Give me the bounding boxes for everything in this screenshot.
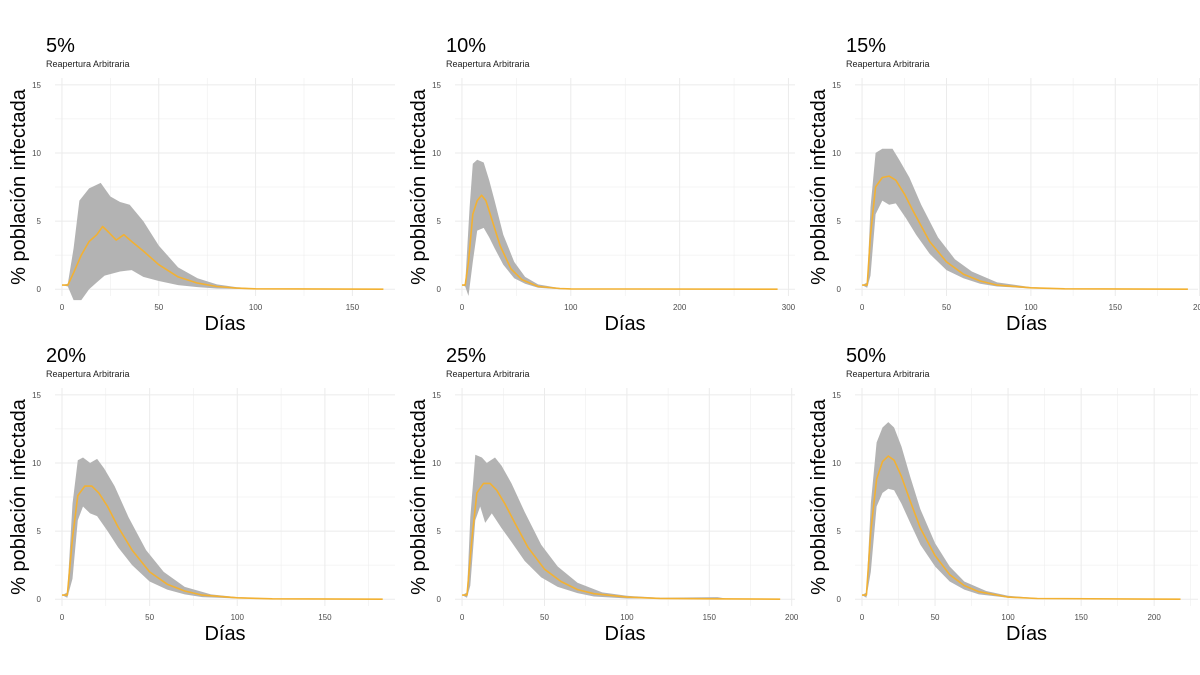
y-axis-label: % población infectada — [808, 398, 830, 595]
x-tick-label: 100 — [1001, 613, 1015, 622]
confidence-band — [62, 457, 383, 600]
x-tick-label: 150 — [346, 303, 360, 312]
x-tick-label: 200 — [785, 613, 799, 622]
x-tick-label: 50 — [931, 613, 940, 622]
panel-1: 0 50 100 150 0 5 10 15 5% Reapertura Arbitraria Dí… — [8, 35, 395, 335]
x-tick-label: 150 — [1109, 303, 1123, 312]
panel-title: 50% — [846, 345, 886, 367]
y-tick-label: 5 — [837, 217, 842, 226]
mean-line — [62, 225, 384, 290]
confidence-band — [862, 422, 1181, 600]
y-tick-label: 10 — [432, 459, 441, 468]
y-tick-label: 0 — [437, 595, 442, 604]
panel-subtitle: Reapertura Arbitraria — [446, 59, 530, 69]
y-tick-label: 10 — [432, 149, 441, 158]
x-tick-label: 100 — [1024, 303, 1038, 312]
x-tick-label: 300 — [782, 303, 796, 312]
x-tick-label: 200 — [673, 303, 687, 312]
x-axis-label: Días — [204, 313, 245, 335]
mean-line — [462, 482, 781, 600]
x-tick-label: 150 — [703, 613, 717, 622]
y-tick-label: 15 — [432, 391, 441, 400]
panel-subtitle: Reapertura Arbitraria — [46, 369, 130, 379]
x-tick-label: 50 — [942, 303, 951, 312]
y-tick-label: 5 — [37, 527, 42, 536]
x-tick-label: 150 — [318, 613, 332, 622]
y-tick-label: 5 — [37, 217, 42, 226]
y-tick-label: 0 — [37, 595, 42, 604]
y-tick-label: 0 — [837, 285, 842, 294]
panel-6: 0 50 100 150 200 0 5 10 15 50% Reapertura Arbitrar… — [808, 345, 1198, 645]
y-tick-label: 0 — [37, 285, 42, 294]
x-tick-label: 150 — [1074, 613, 1088, 622]
y-tick-label: 15 — [832, 81, 841, 90]
x-tick-label: 100 — [620, 613, 634, 622]
panel-title: 15% — [846, 35, 886, 57]
panel-3: 0 50 100 150 200 0 5 10 15 15% Reapertura Arbitrar… — [808, 35, 1200, 335]
panel-title: 5% — [46, 35, 75, 57]
x-tick-label: 100 — [231, 613, 245, 622]
mean-line — [462, 194, 778, 290]
x-axis-label: Días — [604, 313, 645, 335]
y-tick-label: 0 — [437, 285, 442, 294]
y-axis-label: % población infectada — [8, 398, 30, 595]
y-tick-label: 5 — [837, 527, 842, 536]
y-tick-label: 10 — [832, 149, 841, 158]
y-tick-label: 5 — [437, 527, 442, 536]
x-tick-label: 100 — [249, 303, 263, 312]
x-tick-label: 0 — [460, 303, 465, 312]
mean-line — [862, 455, 1181, 600]
x-tick-label: 0 — [60, 303, 65, 312]
x-tick-label: 50 — [540, 613, 549, 622]
confidence-band — [462, 454, 781, 600]
x-tick-label: 50 — [154, 303, 163, 312]
confidence-band — [862, 148, 1188, 290]
mean-line — [62, 485, 383, 600]
panel-title: 25% — [446, 345, 486, 367]
x-tick-label: 0 — [860, 303, 865, 312]
y-tick-label: 15 — [32, 81, 41, 90]
y-axis-label: % población infectada — [8, 88, 30, 285]
y-tick-label: 15 — [432, 81, 441, 90]
panel-subtitle: Reapertura Arbitraria — [46, 59, 130, 69]
x-axis-label: Días — [204, 623, 245, 645]
x-tick-label: 100 — [564, 303, 578, 312]
y-axis-label: % población infectada — [408, 88, 430, 285]
x-tick-label: 200 — [1147, 613, 1161, 622]
x-tick-label: 0 — [460, 613, 465, 622]
x-axis-label: Días — [1006, 313, 1047, 335]
y-tick-label: 10 — [832, 459, 841, 468]
x-tick-label: 0 — [860, 613, 865, 622]
y-axis-label: % población infectada — [808, 88, 830, 285]
panel-subtitle: Reapertura Arbitraria — [846, 59, 930, 69]
y-tick-label: 10 — [32, 459, 41, 468]
panel-2: 0 100 200 300 0 5 10 15 10% Reapertura Arbitraria… — [408, 35, 796, 335]
panel-5: 0 50 100 150 200 0 5 10 15 25% Reapertura Arbitrar… — [408, 345, 799, 645]
y-tick-label: 15 — [32, 391, 41, 400]
x-axis-label: Días — [604, 623, 645, 645]
y-tick-label: 10 — [32, 149, 41, 158]
mean-line — [862, 175, 1188, 290]
confidence-band — [62, 182, 384, 301]
x-tick-label: 50 — [145, 613, 154, 622]
y-axis-label: % población infectada — [408, 398, 430, 595]
panel-title: 20% — [46, 345, 86, 367]
x-axis-label: Días — [1006, 623, 1047, 645]
confidence-band — [462, 159, 778, 296]
y-tick-label: 15 — [832, 391, 841, 400]
y-tick-label: 0 — [837, 595, 842, 604]
panel-subtitle: Reapertura Arbitraria — [446, 369, 530, 379]
y-tick-label: 5 — [437, 217, 442, 226]
x-tick-label: 0 — [60, 613, 65, 622]
panel-subtitle: Reapertura Arbitraria — [846, 369, 930, 379]
panel-4: 0 50 100 150 0 5 10 15 20% Reapertura Arbitraria D… — [8, 345, 395, 645]
panel-title: 10% — [446, 35, 486, 57]
x-tick-label: 200 — [1193, 303, 1200, 312]
